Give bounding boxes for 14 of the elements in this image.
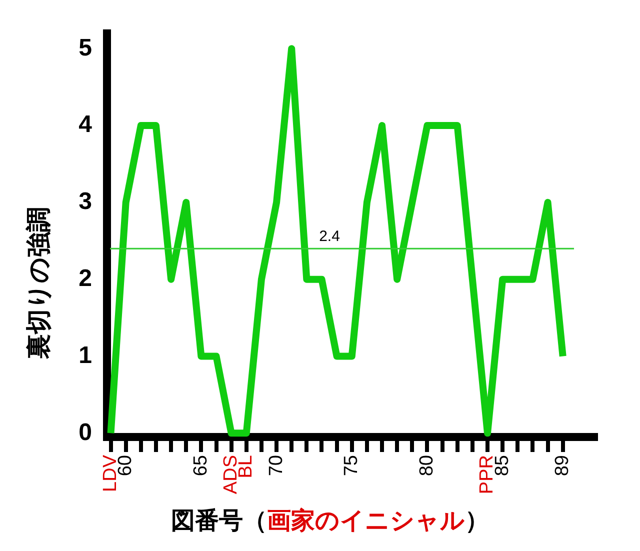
y-tick-label: 0 — [78, 418, 92, 446]
ref-line-label: 2.4 — [319, 228, 340, 246]
x-axis-title: 図番号（画家のイニシャル） — [171, 508, 489, 535]
y-tick-label: 2 — [78, 264, 92, 292]
y-tick-label: 4 — [78, 111, 93, 138]
y-tick-label: 5 — [78, 34, 92, 62]
y-tick-label: 1 — [78, 342, 92, 369]
x-tick-label: 89 — [552, 455, 574, 476]
x-tick-label: 75 — [341, 455, 362, 476]
y-axis-title: 裏切りの強調 — [24, 207, 53, 360]
y-tick-label: 3 — [78, 188, 92, 216]
x-tick-label: 70 — [266, 455, 287, 476]
x-tick-label: 80 — [416, 455, 438, 476]
x-tick-label: 65 — [190, 455, 212, 476]
